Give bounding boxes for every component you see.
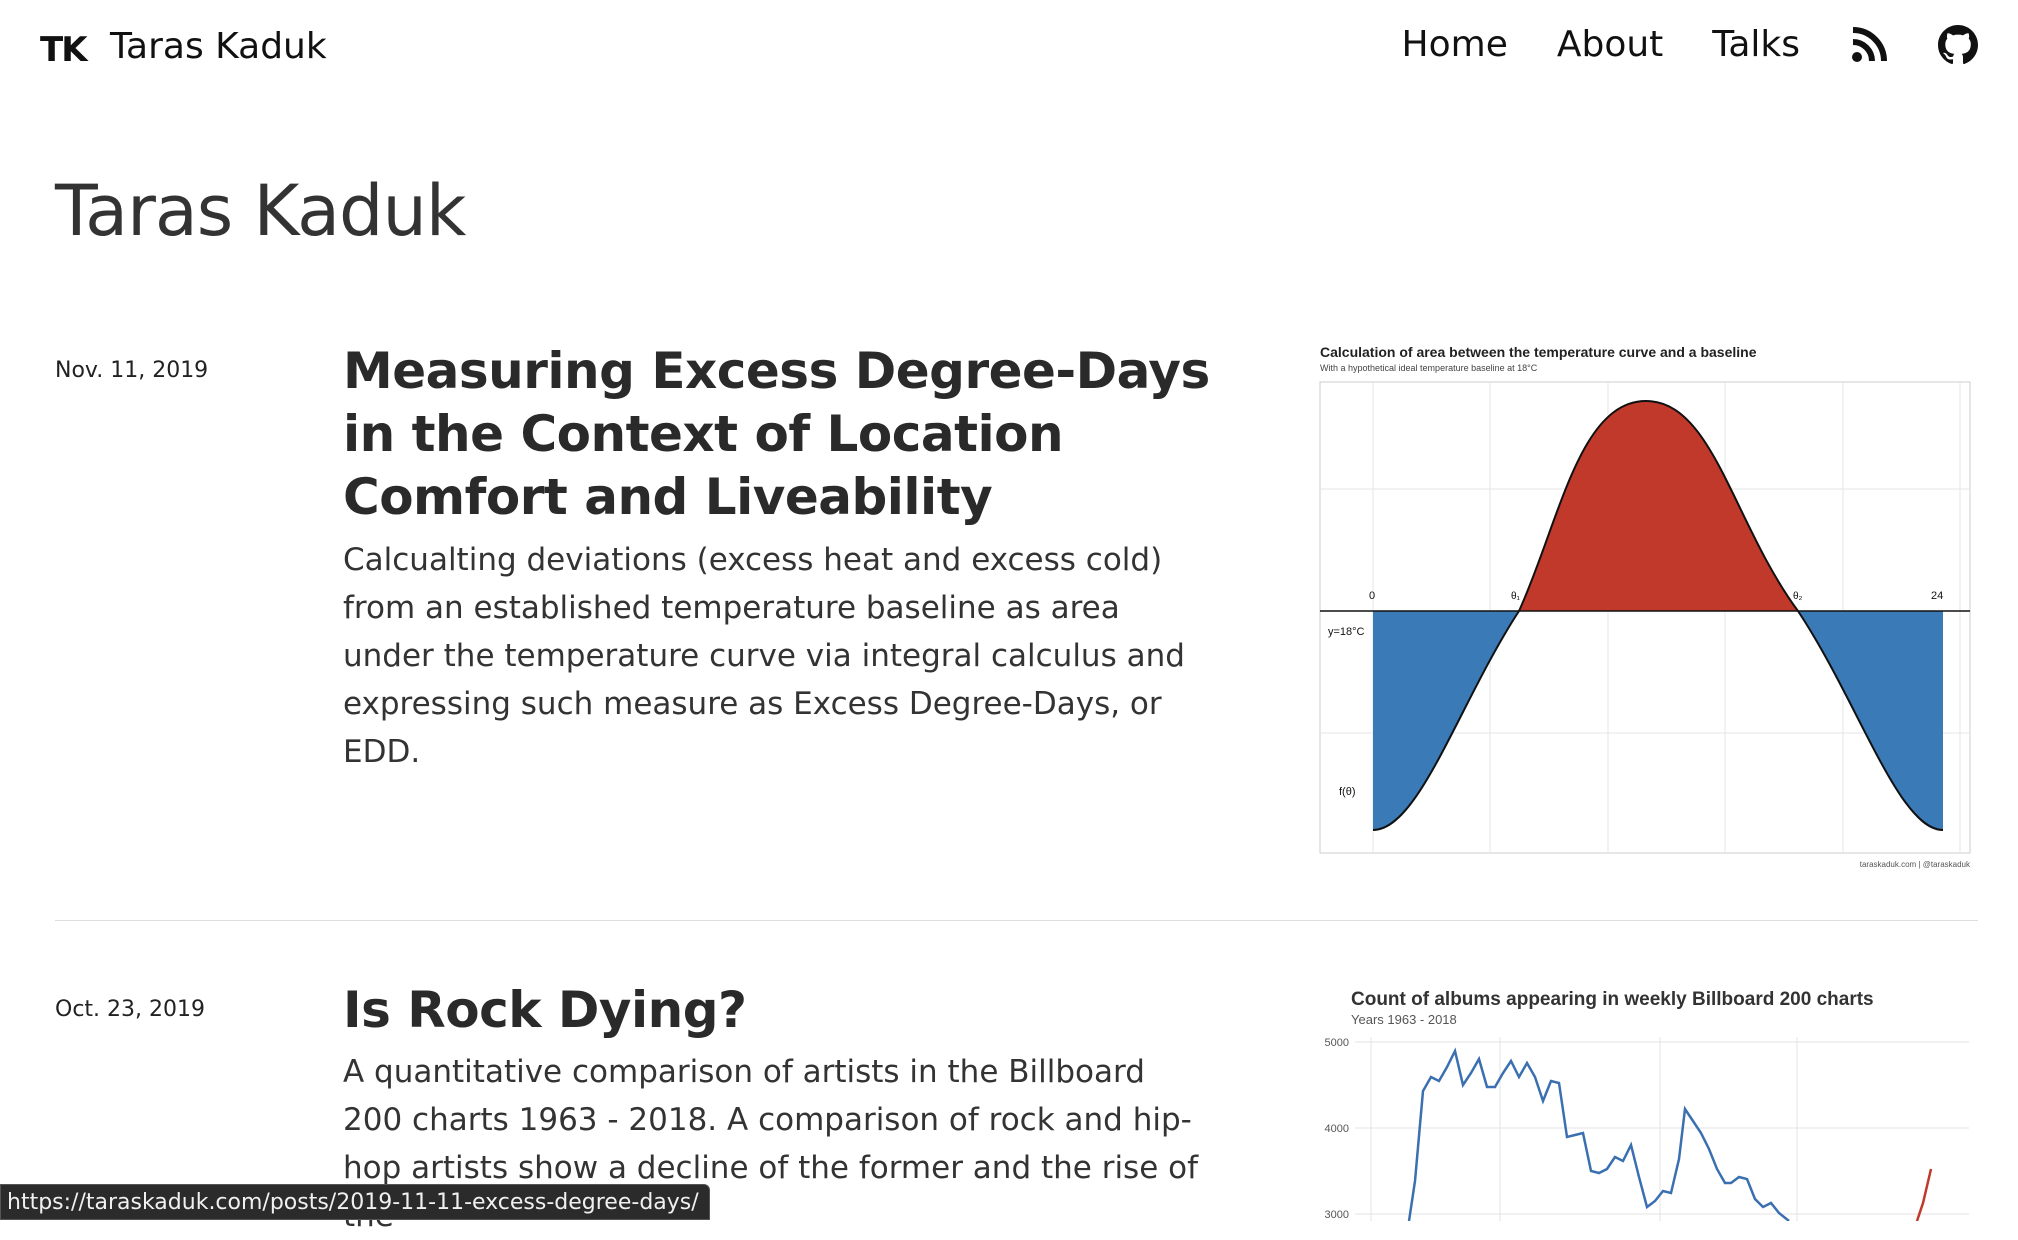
y-tick-3000: 3000 [1325, 1209, 1349, 1221]
thumb-caption: taraskaduk.com | @taraskaduk [1860, 860, 1971, 869]
thumb-label-zero: 0 [1369, 590, 1375, 602]
post-thumbnail[interactable]: Count of albums appearing in weekly Bill… [1319, 981, 1979, 1221]
thumb-subtitle: With a hypothetical ideal temperature ba… [1320, 363, 1538, 373]
thumb-label-theta2: θ₂ [1793, 591, 1803, 602]
post-date: Oct. 23, 2019 [55, 997, 205, 1022]
rss-icon[interactable] [1849, 25, 1889, 65]
thumb-label-baseline: y=18°C [1328, 626, 1365, 638]
thumb-title: Count of albums appearing in weekly Bill… [1351, 989, 1874, 1010]
thumb-label-end: 24 [1931, 590, 1943, 602]
nav-talks[interactable]: Talks [1712, 24, 1800, 65]
post-title-link[interactable]: Measuring Excess Degree-Days in the Cont… [343, 342, 1210, 526]
page-title: Taras Kaduk [55, 170, 466, 252]
nav-about[interactable]: About [1556, 24, 1664, 65]
thumb-subtitle: Years 1963 - 2018 [1351, 1012, 1457, 1027]
post-thumbnail[interactable]: Calculation of area between the temperat… [1319, 343, 1973, 873]
site-name-link[interactable]: Taras Kaduk [110, 26, 327, 67]
github-icon[interactable] [1938, 24, 1978, 65]
site-logo[interactable]: TK [40, 30, 88, 70]
post-summary: Calcualting deviations (excess heat and … [343, 542, 1185, 770]
status-bar-url: https://taraskaduk.com/posts/2019-11-11-… [0, 1184, 710, 1220]
post-summary: A quantitative comparison of artists in … [343, 1054, 1199, 1234]
main-nav: Home About Talks [1402, 24, 1978, 65]
nav-home[interactable]: Home [1401, 24, 1508, 65]
post-title-link[interactable]: Is Rock Dying? [343, 981, 747, 1039]
thumb-label-theta1: θ₁ [1511, 591, 1521, 602]
post-divider [55, 920, 1978, 921]
post-date: Nov. 11, 2019 [55, 358, 209, 383]
thumb-title: Calculation of area between the temperat… [1320, 344, 1757, 360]
y-tick-5000: 5000 [1325, 1037, 1349, 1049]
y-tick-4000: 4000 [1325, 1123, 1349, 1135]
thumb-label-fn: f(θ) [1339, 786, 1356, 798]
